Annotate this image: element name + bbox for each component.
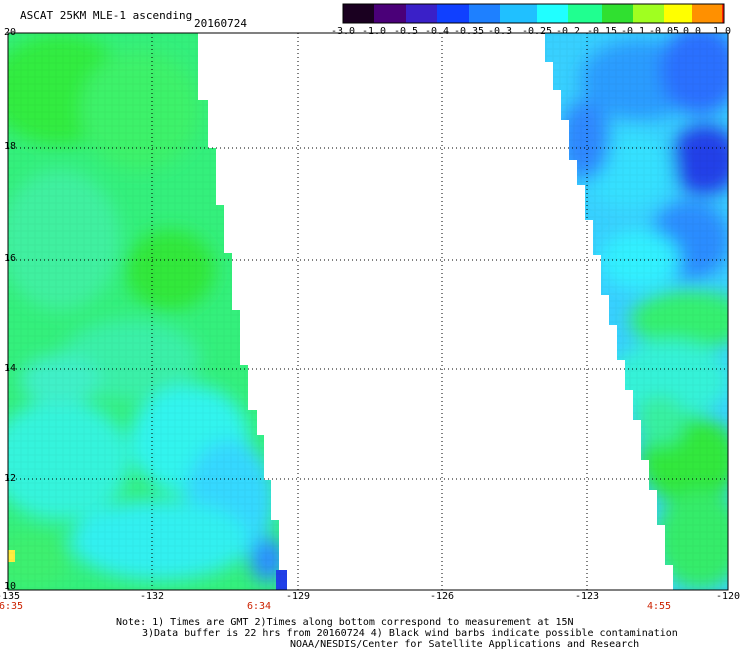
time-label: 4:55 bbox=[646, 601, 672, 612]
time-label: 6:35 bbox=[0, 601, 24, 612]
colorbar-segment bbox=[633, 4, 665, 23]
colorbar-segment bbox=[437, 4, 470, 23]
colorbar-segment bbox=[374, 4, 407, 23]
colorbar-segment bbox=[469, 4, 501, 23]
right-swath bbox=[545, 33, 728, 590]
map-date: 20160724 bbox=[194, 17, 247, 30]
colorbar-label: -3.0 bbox=[330, 26, 356, 37]
colorbar-frame bbox=[342, 3, 725, 24]
colorbar-label: -0.35 bbox=[453, 26, 485, 37]
colorbar-label: -0.5 bbox=[393, 26, 419, 37]
latitude-label: 10 bbox=[4, 581, 17, 592]
longitude-label: -120 bbox=[715, 591, 740, 602]
colorbar-label: 0.0 bbox=[682, 26, 702, 37]
colorbar-label: -0.25 bbox=[521, 26, 553, 37]
latitude-label: 14 bbox=[4, 363, 17, 374]
longitude-label: -132 bbox=[139, 591, 165, 602]
latitude-label: 18 bbox=[4, 141, 17, 152]
colorbar-segment bbox=[500, 4, 538, 23]
left-swath bbox=[8, 33, 287, 590]
colorbar-segment bbox=[664, 4, 693, 23]
longitude-label: -129 bbox=[285, 591, 311, 602]
note-line: Note: 1) Times are GMT 2)Times along bot… bbox=[116, 617, 574, 628]
note-line: 3)Data buffer is 22 hrs from 20160724 4)… bbox=[142, 628, 678, 639]
colorbar-label: -0.1 bbox=[620, 26, 646, 37]
longitude-label: -135 bbox=[0, 591, 21, 602]
map-title: ASCAT 25KM MLE-1 ascending bbox=[20, 9, 193, 22]
latitude-label: 20 bbox=[4, 27, 17, 38]
graticule bbox=[8, 33, 728, 590]
colorbar-segment bbox=[537, 4, 569, 23]
colorbar-label: 1.0 bbox=[712, 26, 732, 37]
colorbar-segment bbox=[602, 4, 634, 23]
colorbar-label: -0.15 bbox=[586, 26, 618, 37]
colorbar-segment bbox=[406, 4, 438, 23]
time-label: 6:34 bbox=[246, 601, 272, 612]
longitude-label: -126 bbox=[429, 591, 455, 602]
colorbar-label: -0.4 bbox=[424, 26, 450, 37]
longitude-label: -123 bbox=[574, 591, 600, 602]
latitude-label: 16 bbox=[4, 253, 17, 264]
colorbar-segment bbox=[568, 4, 603, 23]
colorbar-label: -0.2 bbox=[555, 26, 581, 37]
colorbar-label: -0.3 bbox=[487, 26, 513, 37]
plot-frame bbox=[7, 32, 729, 591]
colorbar bbox=[342, 3, 725, 24]
note-line: NOAA/NESDIS/Center for Satellite Applica… bbox=[290, 639, 640, 650]
colorbar-segment bbox=[722, 4, 724, 23]
colorbar-segment bbox=[692, 4, 723, 23]
colorbar-label: -1.0 bbox=[361, 26, 387, 37]
colorbar-label: -0.05 bbox=[648, 26, 680, 37]
latitude-label: 12 bbox=[4, 473, 17, 484]
colorbar-segment bbox=[343, 4, 375, 23]
